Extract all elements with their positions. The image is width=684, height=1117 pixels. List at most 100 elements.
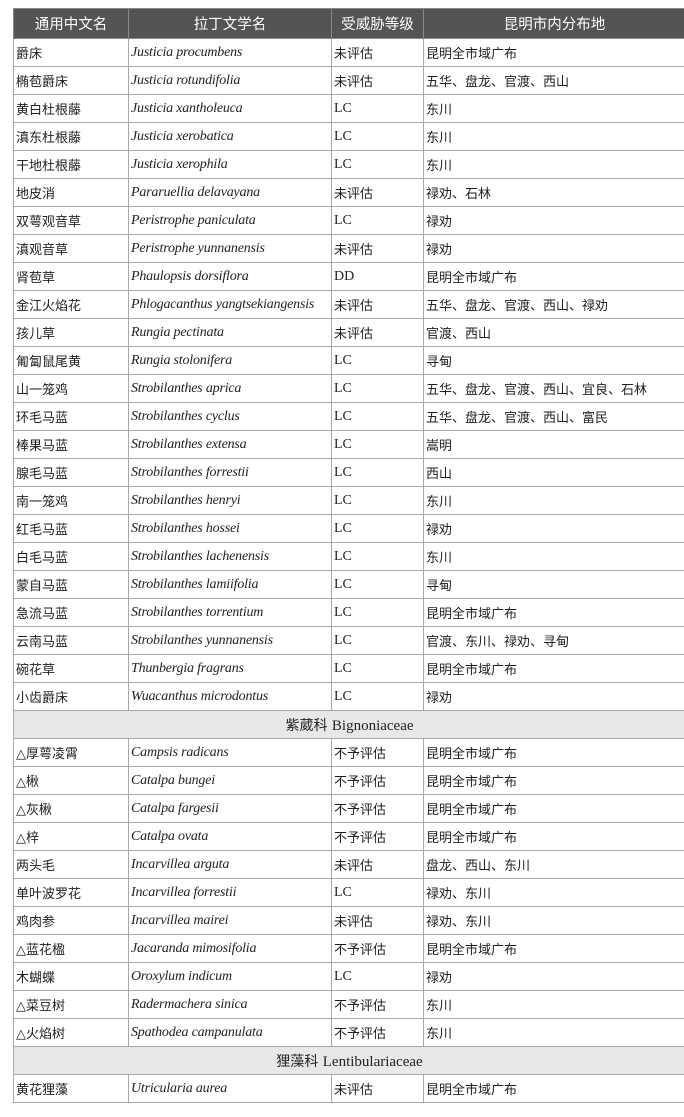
header-threat-level: 受威胁等级 <box>331 8 424 39</box>
distribution-cell: 禄劝 <box>423 962 684 991</box>
distribution-cell: 禄劝 <box>423 682 684 711</box>
table-row: △楸 Catalpa bungei 不予评估 昆明全市域广布 <box>13 766 684 795</box>
table-row: 肾苞草 Phaulopsis dorsiflora DD 昆明全市域广布 <box>13 262 684 291</box>
threat-level-cell: 未评估 <box>331 906 424 935</box>
distribution-cell: 昆明全市域广布 <box>423 766 684 795</box>
threat-level-cell: LC <box>331 626 424 655</box>
threat-level-cell: LC <box>331 878 424 907</box>
latin-name-cell: Strobilanthes henryi <box>128 486 332 515</box>
latin-name-cell: Strobilanthes hossei <box>128 514 332 543</box>
table-row: 急流马蓝 Strobilanthes torrentium LC 昆明全市域广布 <box>13 598 684 627</box>
table-row: 匍匐鼠尾黄 Rungia stolonifera LC 寻甸 <box>13 346 684 375</box>
distribution-cell: 禄劝 <box>423 514 684 543</box>
chinese-name-cell: 干地杜根藤 <box>13 150 129 179</box>
table-row: 金江火焰花 Phlogacanthus yangtsekiangensis 未评估五… <box>13 290 684 319</box>
chinese-name-cell: 黄白杜根藤 <box>13 94 129 123</box>
chinese-name-cell: 孩儿草 <box>13 318 129 347</box>
table-row: △火焰树 Spathodea campanulata 不予评估 东川 <box>13 1018 684 1047</box>
threat-level-cell: 未评估 <box>331 290 424 319</box>
distribution-cell: 昆明全市域广布 <box>423 1074 684 1103</box>
table-row: 山一笼鸡 Strobilanthes aprica LC 五华、盘龙、官渡、西山、宜良… <box>13 374 684 403</box>
table-row: △灰楸 Catalpa fargesii 不予评估 昆明全市域广布 <box>13 794 684 823</box>
threat-level-cell: 不予评估 <box>331 934 424 963</box>
family-chinese-name: 紫葳科 <box>285 717 328 734</box>
family-latin-name: Lentibulariaceae <box>322 1053 423 1070</box>
chinese-name-cell: 单叶波罗花 <box>13 878 129 907</box>
latin-name-cell: Strobilanthes lachenensis <box>128 542 332 571</box>
family-section-row: 紫葳科 Bignoniaceae <box>13 710 684 739</box>
threat-level-cell: LC <box>331 402 424 431</box>
chinese-name-cell: △火焰树 <box>13 1018 129 1047</box>
distribution-cell: 禄劝、东川 <box>423 878 684 907</box>
family-heading: 紫葳科 Bignoniaceae <box>13 710 684 739</box>
chinese-name-cell: 碗花草 <box>13 654 129 683</box>
chinese-name-cell: 两头毛 <box>13 850 129 879</box>
threat-level-cell: LC <box>331 430 424 459</box>
latin-name-cell: Rungia pectinata <box>128 318 332 347</box>
distribution-cell: 西山 <box>423 458 684 487</box>
chinese-name-cell: 匍匐鼠尾黄 <box>13 346 129 375</box>
table-row: 红毛马蓝 Strobilanthes hossei LC 禄劝 <box>13 514 684 543</box>
table-row: 碗花草 Thunbergia fragrans LC 昆明全市域广布 <box>13 654 684 683</box>
distribution-cell: 昆明全市域广布 <box>423 654 684 683</box>
distribution-cell: 东川 <box>423 94 684 123</box>
latin-name-cell: Thunbergia fragrans <box>128 654 332 683</box>
family-latin-name: Bignoniaceae <box>331 717 414 734</box>
chinese-name-cell: 环毛马蓝 <box>13 402 129 431</box>
threat-level-cell: LC <box>331 570 424 599</box>
latin-name-cell: Incarvillea mairei <box>128 906 332 935</box>
table-row: 环毛马蓝 Strobilanthes cyclus LC 五华、盘龙、官渡、西山、富民 <box>13 402 684 431</box>
distribution-cell: 禄劝 <box>423 206 684 235</box>
threat-level-cell: LC <box>331 654 424 683</box>
threat-level-cell: 未评估 <box>331 850 424 879</box>
table-row: 两头毛 Incarvillea arguta 未评估 盘龙、西山、东川 <box>13 850 684 879</box>
distribution-cell: 官渡、西山 <box>423 318 684 347</box>
latin-name-cell: Justicia xerobatica <box>128 122 332 151</box>
latin-name-cell: Peristrophe yunnanensis <box>128 234 332 263</box>
chinese-name-cell: 肾苞草 <box>13 262 129 291</box>
distribution-cell: 东川 <box>423 1018 684 1047</box>
latin-name-cell: Utricularia aurea <box>128 1074 332 1103</box>
distribution-cell: 官渡、东川、禄劝、寻甸 <box>423 626 684 655</box>
chinese-name-cell: 南一笼鸡 <box>13 486 129 515</box>
family-chinese-name: 狸藻科 <box>276 1053 319 1070</box>
threat-level-cell: LC <box>331 94 424 123</box>
table-row: 木蝴蝶 Oroxylum indicum LC 禄劝 <box>13 962 684 991</box>
table-row: 双萼观音草 Peristrophe paniculata LC 禄劝 <box>13 206 684 235</box>
distribution-cell: 昆明全市域广布 <box>423 794 684 823</box>
chinese-name-cell: 棒果马蓝 <box>13 430 129 459</box>
table-row: 南一笼鸡 Strobilanthes henryi LC 东川 <box>13 486 684 515</box>
chinese-name-cell: 椭苞爵床 <box>13 66 129 95</box>
threat-level-cell: LC <box>331 122 424 151</box>
chinese-name-cell: 地皮消 <box>13 178 129 207</box>
distribution-cell: 五华、盘龙、官渡、西山 <box>423 66 684 95</box>
latin-name-cell: Campsis radicans <box>128 738 332 767</box>
threat-level-cell: LC <box>331 542 424 571</box>
latin-name-cell: Justicia xantholeuca <box>128 94 332 123</box>
chinese-name-cell: △菜豆树 <box>13 990 129 1019</box>
threat-level-cell: LC <box>331 598 424 627</box>
family-heading: 狸藻科 Lentibulariaceae <box>13 1046 684 1075</box>
latin-name-cell: Strobilanthes yunnanensis <box>128 626 332 655</box>
table-body: 爵床 Justicia procumbens 未评估 昆明全市域广布 椭苞爵床 Justi… <box>13 38 684 1103</box>
table-row: 黄花狸藻 Utricularia aurea 未评估 昆明全市域广布 <box>13 1074 684 1103</box>
threat-level-cell: 未评估 <box>331 318 424 347</box>
chinese-name-cell: 蒙自马蓝 <box>13 570 129 599</box>
chinese-name-cell: 金江火焰花 <box>13 290 129 319</box>
table-row: 孩儿草 Rungia pectinata 未评估 官渡、西山 <box>13 318 684 347</box>
chinese-name-cell: 红毛马蓝 <box>13 514 129 543</box>
chinese-name-cell: 黄花狸藻 <box>13 1074 129 1103</box>
table-row: 蒙自马蓝 Strobilanthes lamiifolia LC 寻甸 <box>13 570 684 599</box>
distribution-cell: 东川 <box>423 990 684 1019</box>
chinese-name-cell: △厚萼凌霄 <box>13 738 129 767</box>
latin-name-cell: Phlogacanthus yangtsekiangensis <box>128 290 332 319</box>
latin-name-cell: Strobilanthes aprica <box>128 374 332 403</box>
threat-level-cell: LC <box>331 458 424 487</box>
threat-level-cell: 未评估 <box>331 234 424 263</box>
distribution-cell: 禄劝、东川 <box>423 906 684 935</box>
distribution-cell: 东川 <box>423 122 684 151</box>
table-row: 滇观音草 Peristrophe yunnanensis 未评估 禄劝 <box>13 234 684 263</box>
table-row: 棒果马蓝 Strobilanthes extensa LC 嵩明 <box>13 430 684 459</box>
table-row: 椭苞爵床 Justicia rotundifolia 未评估 五华、盘龙、官渡、西山 <box>13 66 684 95</box>
chinese-name-cell: 爵床 <box>13 38 129 67</box>
